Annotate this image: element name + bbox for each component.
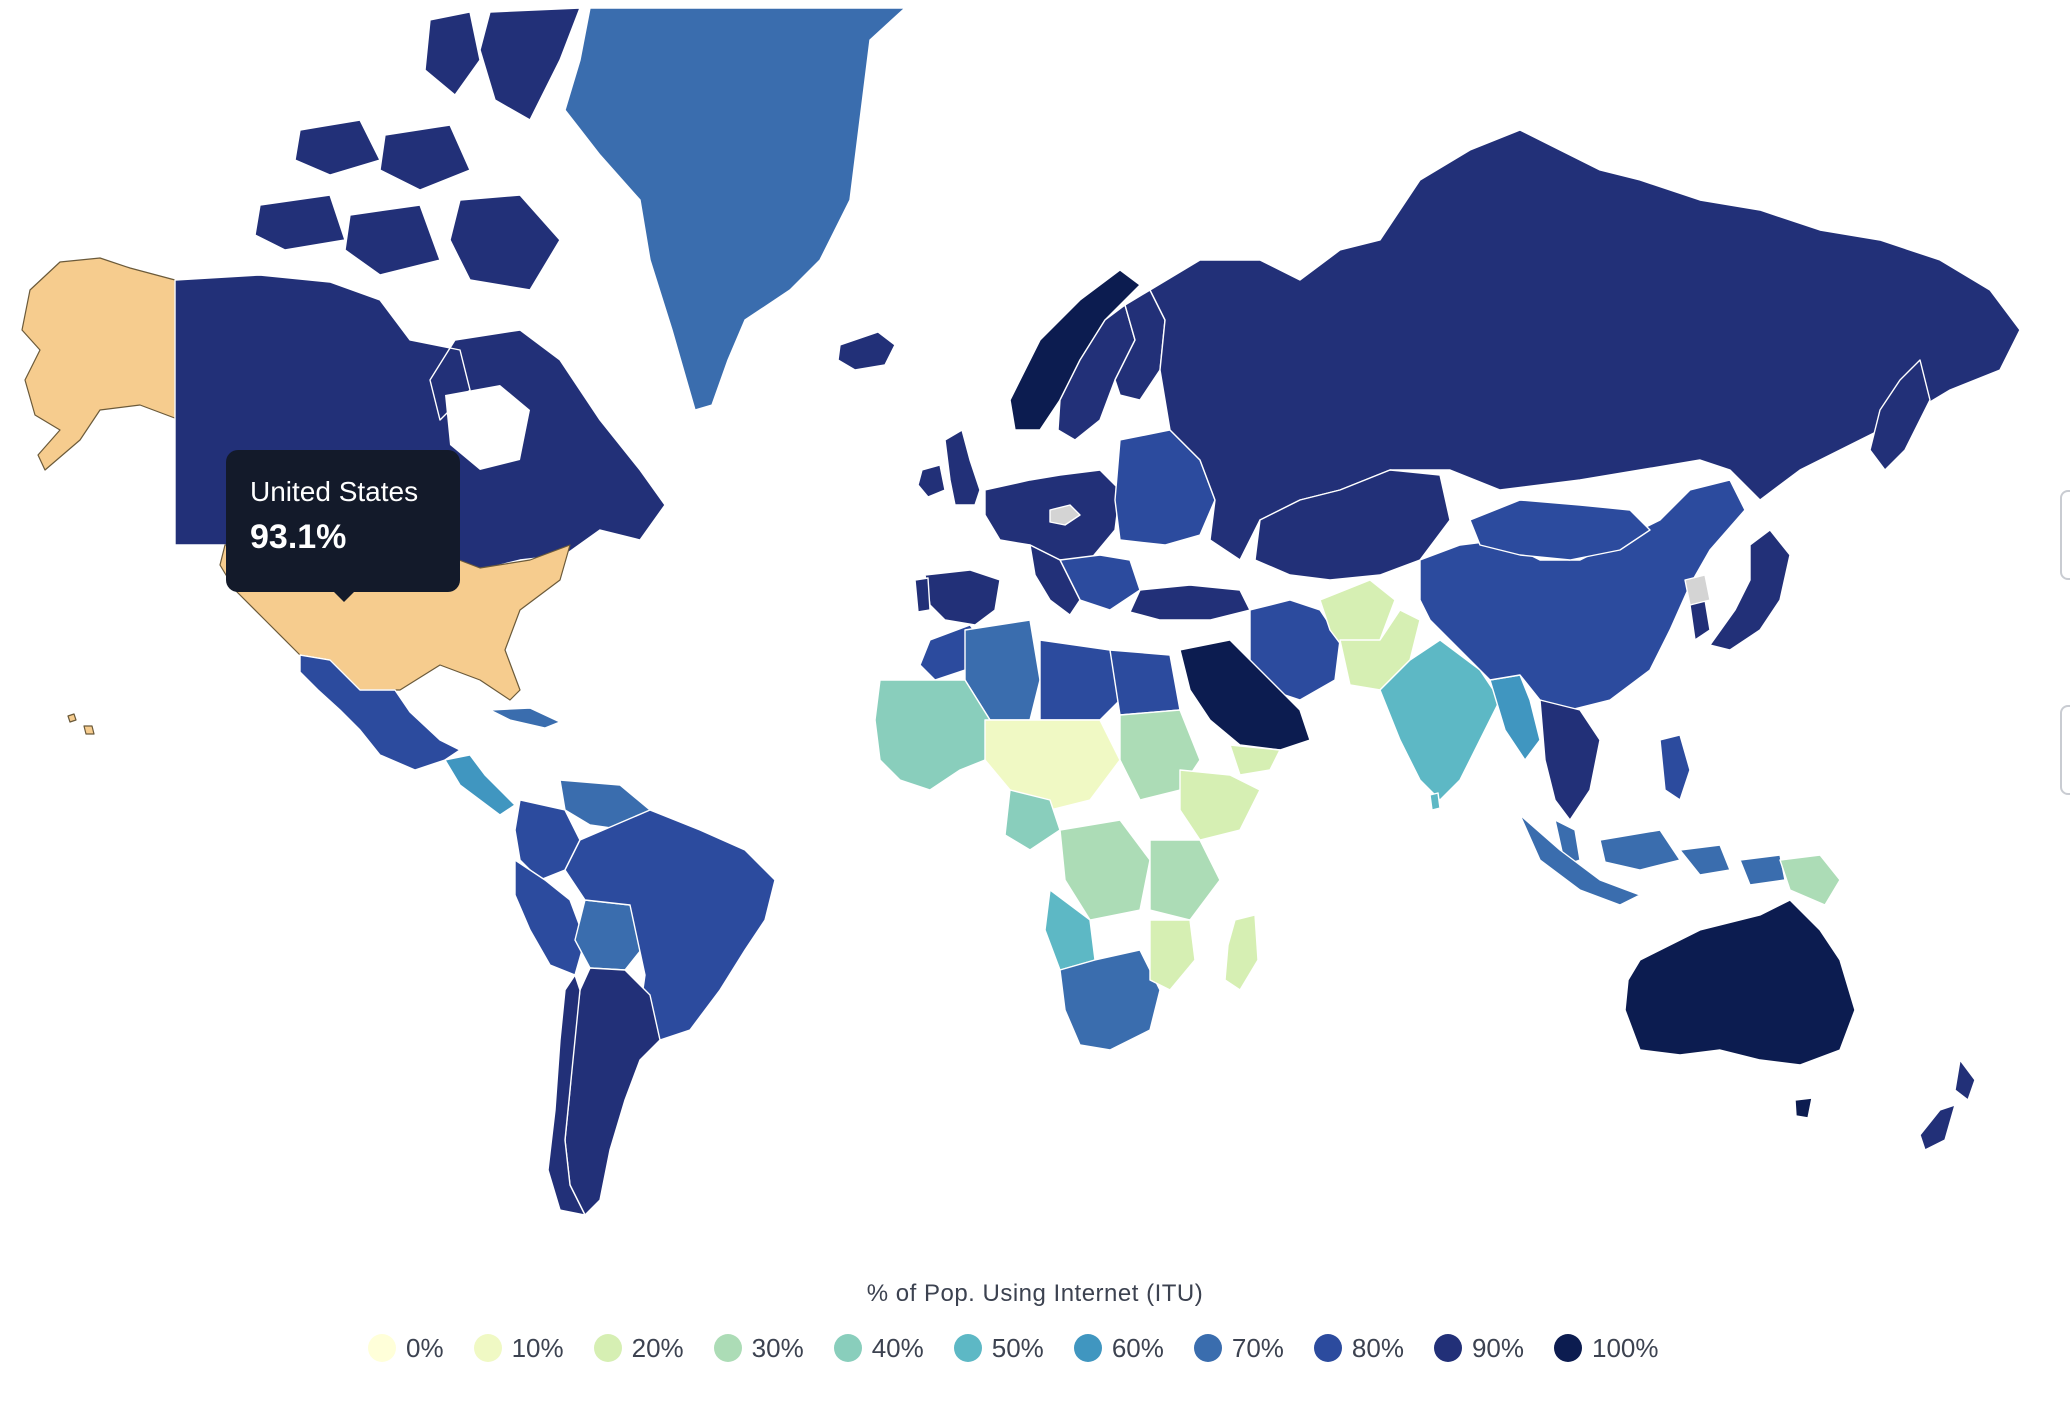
country-tooltip: United States 93.1% — [226, 450, 460, 602]
region-east-africa[interactable] — [1149, 839, 1221, 921]
region-new-zealand[interactable] — [1919, 1059, 1976, 1151]
side-tab-1[interactable] — [2060, 490, 2070, 580]
region-yemen[interactable] — [1229, 744, 1281, 776]
region-sri-lanka[interactable] — [1429, 792, 1441, 811]
region-russia-far-east[interactable] — [1869, 359, 1931, 471]
world-map-container — [21, 7, 2021, 1216]
legend-item-40[interactable]: 40% — [833, 1332, 924, 1364]
region-madagascar[interactable] — [1224, 914, 1259, 991]
region-turkey[interactable] — [1129, 584, 1251, 621]
legend-item-70[interactable]: 70% — [1193, 1332, 1284, 1364]
legend-title: % of Pop. Using Internet (ITU) — [866, 1280, 1204, 1307]
region-argentina[interactable] — [564, 967, 661, 1216]
legend-label: 60% — [1111, 1332, 1164, 1363]
region-india[interactable] — [1379, 639, 1501, 801]
water-hudson-bay — [445, 385, 530, 470]
legend-item-0[interactable]: 0% — [368, 1333, 444, 1364]
legend-label: 70% — [1231, 1332, 1284, 1363]
region-libya[interactable] — [1039, 639, 1121, 721]
region-mongolia[interactable] — [1469, 499, 1651, 561]
region-portugal[interactable] — [914, 577, 931, 613]
region-kazakhstan[interactable] — [1254, 469, 1451, 581]
legend-item-20[interactable]: 20% — [593, 1332, 684, 1364]
region-sahel[interactable] — [984, 719, 1121, 811]
legend-item-80[interactable]: 80% — [1313, 1332, 1404, 1364]
region-egypt[interactable] — [1109, 649, 1181, 716]
region-alaska[interactable] — [21, 257, 221, 471]
legend-label: 20% — [631, 1332, 684, 1363]
region-central-america[interactable] — [444, 754, 516, 816]
legend-swatch — [368, 1334, 396, 1362]
legend-label: 0% — [406, 1332, 444, 1363]
region-philippines[interactable] — [1659, 734, 1691, 801]
legend-swatch — [1073, 1334, 1102, 1362]
region-iceland[interactable] — [837, 331, 896, 371]
region-ethiopia[interactable] — [1179, 769, 1261, 841]
region-thailand-vietnam[interactable] — [1539, 699, 1601, 821]
region-spain[interactable] — [924, 569, 1001, 626]
region-italy[interactable] — [1029, 544, 1081, 616]
region-japan[interactable] — [1709, 529, 1791, 651]
region-colombia[interactable] — [514, 799, 581, 881]
legend-swatch — [833, 1334, 862, 1362]
region-papua-new-guinea[interactable] — [1779, 854, 1841, 906]
region-west-africa[interactable] — [874, 679, 991, 791]
legend-swatch — [713, 1334, 742, 1362]
legend-item-90[interactable]: 90% — [1433, 1332, 1524, 1364]
region-russia[interactable] — [1149, 129, 2021, 561]
region-cuba[interactable] — [489, 707, 561, 729]
legend-label: 90% — [1471, 1332, 1524, 1363]
legend: 0% 10% 20% 30% 40% 50% 60% 70% 80% 90% 1… — [368, 1328, 1689, 1368]
region-malaysia[interactable] — [1554, 819, 1581, 866]
region-north-korea[interactable] — [1684, 574, 1711, 606]
legend-swatch — [953, 1334, 982, 1362]
legend-swatch — [593, 1334, 622, 1362]
legend-swatch — [1433, 1334, 1462, 1362]
region-australia[interactable] — [1624, 899, 1856, 1066]
legend-label: 10% — [511, 1332, 564, 1363]
world-choropleth-map — [21, 7, 2021, 1216]
legend-swatch — [1193, 1334, 1222, 1362]
legend-item-10[interactable]: 10% — [473, 1332, 564, 1364]
region-united-kingdom[interactable] — [944, 429, 981, 506]
legend-item-100[interactable]: 100% — [1554, 1333, 1659, 1364]
region-chile[interactable] — [547, 974, 586, 1216]
legend-item-50[interactable]: 50% — [953, 1332, 1044, 1364]
region-indonesia[interactable] — [1519, 814, 1786, 906]
region-ireland[interactable] — [917, 464, 946, 498]
tooltip-arrow — [334, 592, 354, 602]
legend-label: 100% — [1592, 1332, 1659, 1363]
legend-swatch — [473, 1334, 502, 1362]
legend-label: 80% — [1351, 1332, 1404, 1363]
region-brazil[interactable] — [564, 809, 776, 1041]
region-czechia[interactable] — [1049, 504, 1081, 526]
region-saudi-arabia[interactable] — [1179, 639, 1311, 751]
region-mozambique[interactable] — [1149, 919, 1196, 991]
tooltip-country-name: United States — [250, 476, 419, 507]
region-hawaii[interactable] — [67, 713, 95, 735]
legend-label: 30% — [751, 1332, 804, 1363]
legend-label: 40% — [871, 1332, 924, 1363]
legend-item-60[interactable]: 60% — [1073, 1332, 1164, 1364]
legend-label: 50% — [991, 1332, 1044, 1363]
legend-swatch — [1554, 1334, 1582, 1362]
region-greenland[interactable] — [564, 7, 906, 411]
region-tasmania[interactable] — [1794, 1097, 1813, 1119]
region-drc[interactable] — [1059, 819, 1151, 921]
legend-item-30[interactable]: 30% — [713, 1332, 804, 1364]
tooltip-value: 93.1% — [250, 518, 347, 556]
side-tab-2[interactable] — [2060, 705, 2070, 795]
region-south-korea[interactable] — [1689, 599, 1711, 641]
region-nigeria[interactable] — [1004, 789, 1061, 851]
region-southern-africa[interactable] — [1059, 949, 1161, 1051]
region-canada-arctic[interactable] — [254, 7, 581, 291]
legend-swatch — [1313, 1334, 1342, 1362]
